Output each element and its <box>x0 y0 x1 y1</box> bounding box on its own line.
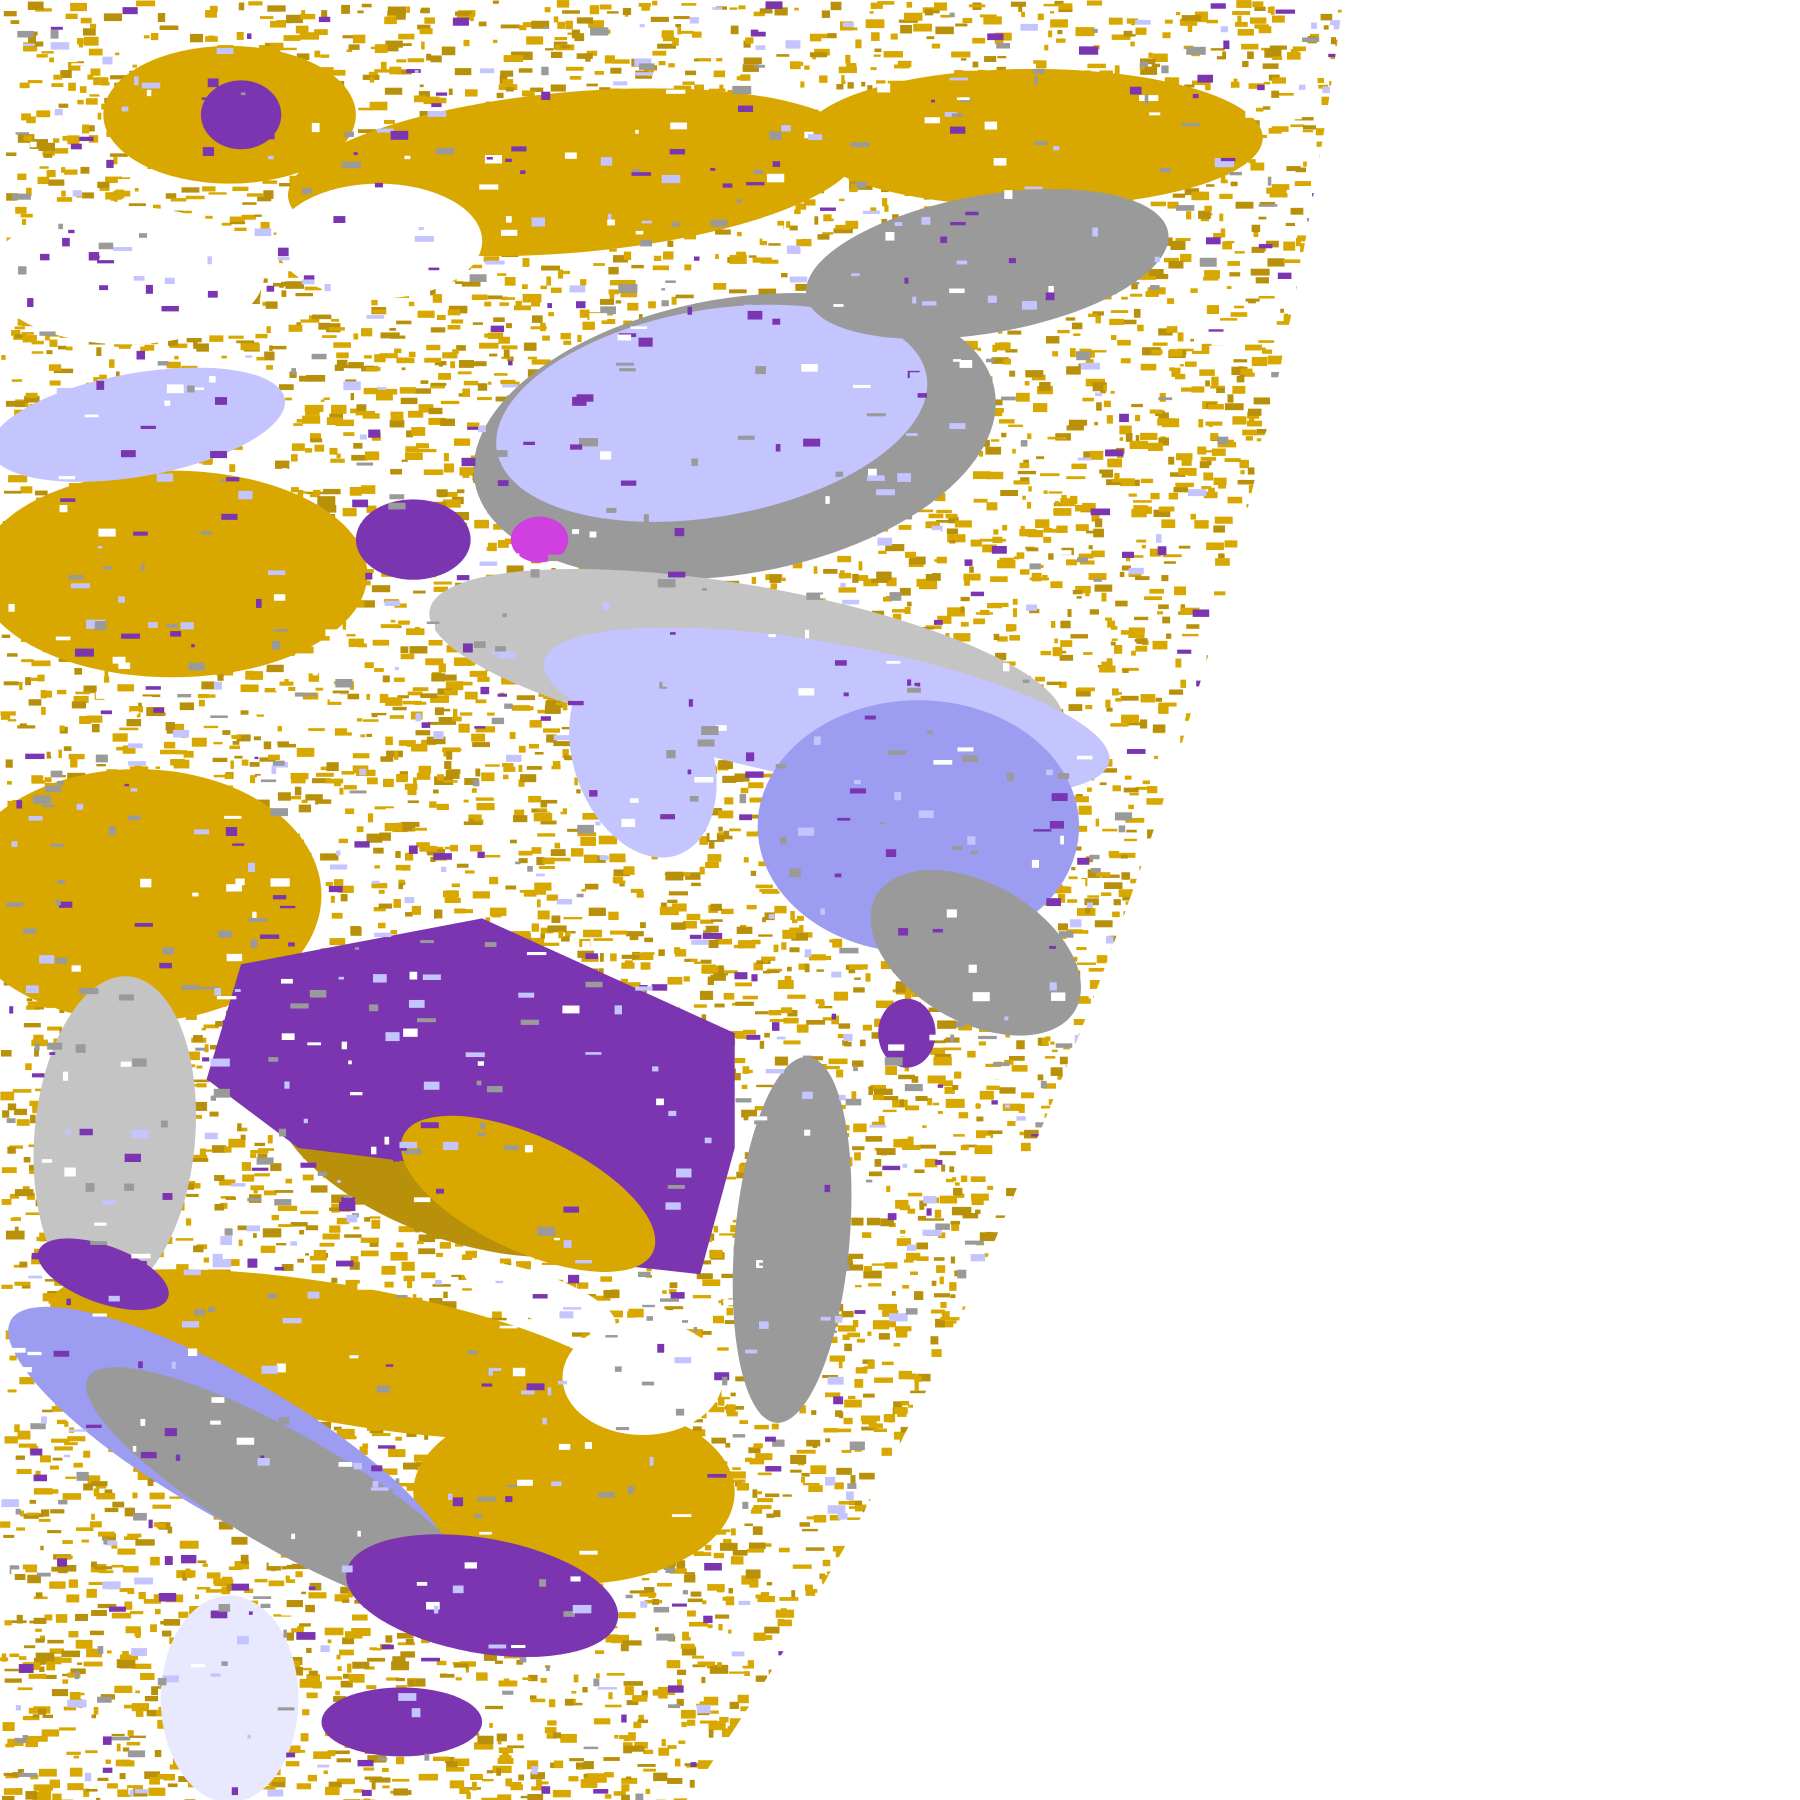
high-cloud <box>805 189 1169 339</box>
earth-disc <box>0 0 1344 1800</box>
gold-region <box>0 470 368 678</box>
deep-cloud-region <box>321 1687 483 1757</box>
high-cloud <box>160 1595 299 1800</box>
high-cloud <box>870 870 1081 1036</box>
gold-region <box>400 1115 656 1272</box>
clear-sky <box>0 206 265 345</box>
gold-region <box>803 68 1263 207</box>
clear-sky <box>562 1320 724 1435</box>
high-cloud <box>569 657 717 858</box>
deep-cloud-region <box>346 1534 619 1658</box>
deep-cloud-region <box>200 80 282 150</box>
gold-region <box>413 1400 735 1585</box>
high-cloud <box>33 976 197 1297</box>
deep-cloud-region <box>355 499 471 580</box>
deep-cloud-region <box>37 1238 169 1311</box>
convective-cell <box>510 516 569 563</box>
high-cloud <box>496 304 928 522</box>
